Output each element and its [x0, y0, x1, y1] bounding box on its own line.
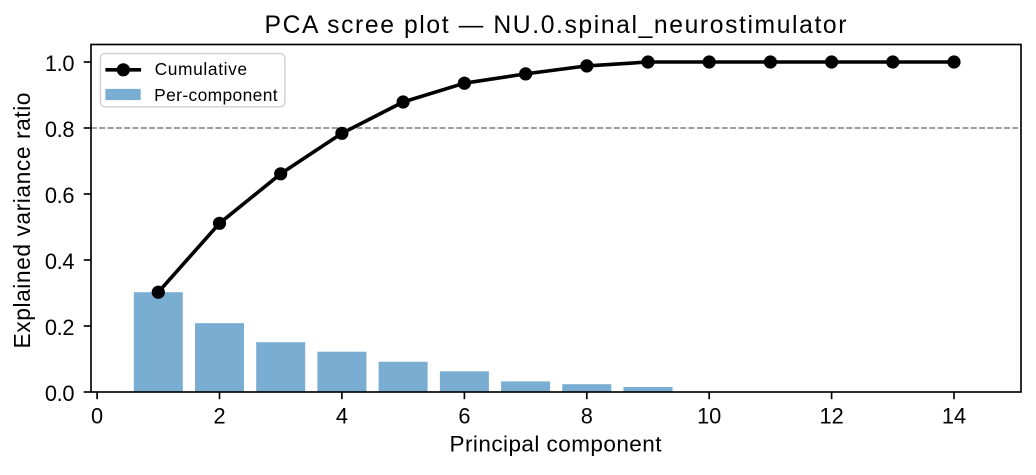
svg-text:Per-component: Per-component — [154, 85, 278, 105]
svg-text:14: 14 — [942, 404, 966, 429]
svg-text:2: 2 — [213, 404, 225, 429]
svg-text:0.4: 0.4 — [45, 249, 75, 274]
svg-text:0.0: 0.0 — [45, 381, 75, 406]
svg-text:1.0: 1.0 — [45, 51, 75, 76]
svg-text:6: 6 — [458, 404, 470, 429]
svg-text:0.6: 0.6 — [45, 183, 75, 208]
svg-text:Explained variance ratio: Explained variance ratio — [9, 92, 35, 348]
svg-text:0.8: 0.8 — [45, 117, 75, 142]
svg-text:8: 8 — [581, 404, 593, 429]
svg-text:0: 0 — [91, 404, 103, 429]
svg-text:Principal component: Principal component — [450, 432, 663, 457]
svg-text:12: 12 — [819, 404, 843, 429]
svg-text:4: 4 — [336, 404, 348, 429]
svg-text:PCA scree plot — NU.0.spinal_n: PCA scree plot — NU.0.spinal_neurostimul… — [265, 12, 847, 39]
svg-text:Cumulative: Cumulative — [155, 59, 248, 79]
svg-text:10: 10 — [697, 404, 721, 429]
svg-text:0.2: 0.2 — [45, 315, 75, 340]
